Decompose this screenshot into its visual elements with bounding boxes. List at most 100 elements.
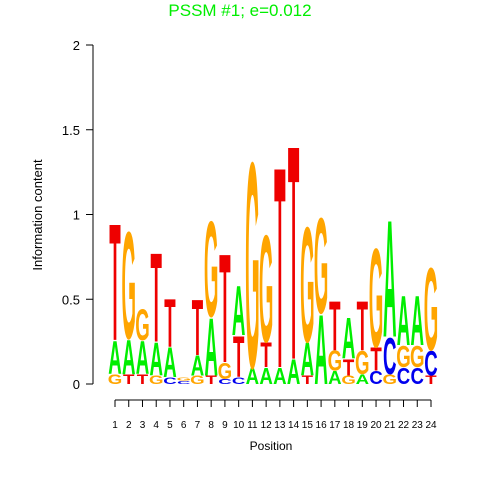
logo-letter: A bbox=[273, 364, 286, 389]
x-tick-label: 17 bbox=[329, 420, 341, 431]
logo-letter: G bbox=[149, 374, 163, 387]
logo-letter: G bbox=[424, 244, 439, 375]
logo-letter: A bbox=[328, 367, 342, 388]
logo-letter: A bbox=[383, 186, 396, 373]
logo-letter: A bbox=[136, 332, 149, 385]
x-tick-label: 11 bbox=[247, 420, 258, 431]
logo-letter: T bbox=[164, 285, 176, 361]
y-tick-label: 1 bbox=[73, 208, 80, 223]
x-tick-label: 23 bbox=[412, 420, 424, 431]
logo-letter: G bbox=[410, 340, 424, 374]
logo-letter: G bbox=[135, 301, 150, 351]
logo-letter: G bbox=[204, 193, 219, 346]
logo-letter: T bbox=[137, 371, 148, 387]
x-tick-label: 16 bbox=[316, 420, 328, 431]
y-tick-label: 2 bbox=[73, 38, 80, 53]
y-axis-label: Information content bbox=[30, 159, 45, 271]
logo-letter: G bbox=[383, 371, 397, 387]
logo-letter: T bbox=[302, 374, 314, 387]
logo-letter: A bbox=[356, 371, 370, 387]
logo-letter: T bbox=[233, 325, 245, 391]
logo-letter: T bbox=[288, 82, 299, 424]
logo-letter: T bbox=[205, 374, 217, 387]
logo-letter: A bbox=[342, 306, 355, 372]
logo-letter: T bbox=[109, 190, 120, 377]
logo-letter: C bbox=[369, 367, 382, 388]
y-tick-label: 0.5 bbox=[62, 292, 80, 307]
x-tick-label: 3 bbox=[140, 420, 146, 431]
logo-letter: T bbox=[219, 223, 230, 396]
logo-letter: A bbox=[204, 301, 217, 393]
x-tick-label: 4 bbox=[153, 420, 159, 431]
x-tick-label: 21 bbox=[384, 420, 396, 431]
logo-letter: A bbox=[246, 364, 259, 389]
logo-letter: G bbox=[121, 201, 136, 372]
logo-letter: G bbox=[218, 359, 233, 384]
logo-letter: C bbox=[424, 343, 437, 383]
logo-letter: C bbox=[383, 329, 396, 386]
x-tick-label: 7 bbox=[195, 420, 201, 431]
x-tick-label: 12 bbox=[261, 420, 273, 431]
x-tick-label: 9 bbox=[222, 420, 228, 431]
logo-letter: G bbox=[176, 376, 190, 381]
logo-letter: C bbox=[232, 376, 246, 386]
logo-letter: C bbox=[411, 364, 424, 389]
logo-letter: G bbox=[108, 371, 122, 387]
chart-title: PSSM #1; e=0.012 bbox=[168, 1, 311, 20]
logo-letter: C bbox=[177, 380, 191, 385]
x-tick-label: 24 bbox=[425, 420, 437, 431]
logo-letter: G bbox=[341, 374, 355, 387]
logo-letter: A bbox=[232, 271, 245, 350]
logo-letter: G bbox=[314, 190, 329, 343]
logo-letter: A bbox=[301, 333, 314, 386]
x-tick-label: 2 bbox=[126, 420, 132, 431]
logo-letter: A bbox=[287, 351, 300, 391]
x-tick-label: 6 bbox=[181, 420, 187, 431]
logo-letter: G bbox=[190, 374, 204, 387]
x-axis-label: Position bbox=[250, 439, 293, 453]
logo-letter: T bbox=[425, 374, 437, 387]
logo-letter: A bbox=[397, 281, 410, 360]
logo-letter: G bbox=[300, 193, 315, 377]
logo-letter: A bbox=[314, 296, 327, 406]
logo-letter: G bbox=[245, 102, 260, 431]
x-tick-label: 10 bbox=[233, 420, 245, 431]
logo-letter: T bbox=[329, 286, 340, 365]
logo-letter: A bbox=[191, 351, 204, 383]
logo-letter: G bbox=[369, 221, 384, 378]
logo-letter: A bbox=[122, 329, 135, 385]
y-tick-label: 0 bbox=[73, 377, 80, 392]
x-tick-label: 15 bbox=[302, 420, 314, 431]
logo-letter: T bbox=[274, 109, 285, 429]
logo-letter: G bbox=[355, 344, 370, 381]
logo-letter: T bbox=[357, 286, 368, 365]
y-tick-label: 1.5 bbox=[62, 123, 80, 138]
logo-letter: T bbox=[260, 335, 271, 375]
logo-letter: G bbox=[396, 340, 410, 374]
logo-letter: C bbox=[218, 377, 231, 385]
logo-letter: T bbox=[192, 284, 203, 374]
logo-letter: T bbox=[151, 228, 162, 369]
x-tick-label: 1 bbox=[112, 420, 118, 431]
x-tick-label: 5 bbox=[167, 420, 173, 431]
logo-letter: T bbox=[370, 341, 382, 378]
x-tick-label: 19 bbox=[357, 420, 369, 431]
logo-letter: A bbox=[149, 333, 162, 386]
logo-letter: A bbox=[163, 338, 176, 386]
x-tick-label: 22 bbox=[398, 420, 410, 431]
logo-letter: A bbox=[411, 281, 424, 360]
x-tick-label: 18 bbox=[343, 420, 355, 431]
logo-letter: A bbox=[108, 332, 121, 385]
logo-letter: G bbox=[328, 346, 342, 378]
logo-letter: C bbox=[163, 376, 177, 386]
logo-letter: A bbox=[259, 364, 272, 389]
x-tick-label: 8 bbox=[208, 420, 214, 431]
x-tick-label: 20 bbox=[370, 420, 382, 431]
logo-letter: T bbox=[123, 371, 134, 387]
x-tick-label: 14 bbox=[288, 420, 300, 431]
logo-letter: T bbox=[343, 356, 354, 381]
x-tick-label: 13 bbox=[274, 420, 286, 431]
logo-letter: G bbox=[259, 204, 274, 375]
logo-letter: C bbox=[397, 364, 410, 389]
